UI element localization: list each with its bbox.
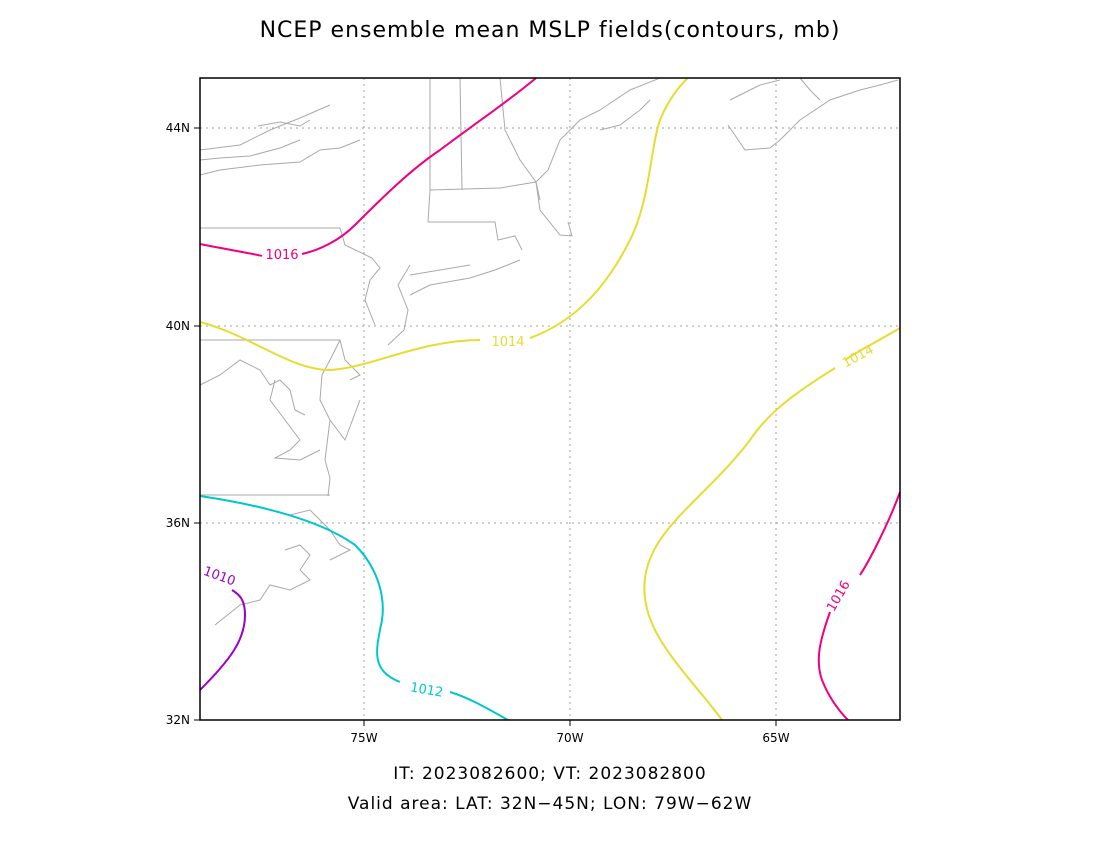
lat-label-40n: 40N: [166, 319, 190, 333]
footer-times: IT: 2023082600; VT: 2023082800: [393, 764, 707, 784]
contour-label-1016-a: 1016: [265, 248, 298, 263]
lon-label-75w: 75W: [350, 731, 377, 745]
gridlines: [200, 78, 900, 720]
axis-ticks: [194, 127, 777, 726]
map-title: NCEP ensemble mean MSLP fields(contours,…: [259, 18, 841, 43]
contour-line-1016-b: [817, 491, 901, 721]
contour-label-1010: 1010: [201, 564, 237, 589]
contour-label-1012: 1012: [409, 680, 444, 701]
coastlines: [199, 77, 899, 626]
contour-line-1010: [199, 589, 247, 691]
contour-1010: 1010: [199, 564, 247, 691]
contour-line-1016-a: [199, 77, 537, 257]
contour-label-1014-a: 1014: [491, 335, 524, 350]
contour-line-1014-b: [643, 327, 901, 721]
lon-label-70w: 70W: [556, 731, 583, 745]
lon-label-65w: 65W: [762, 731, 789, 745]
contour-1016: 1016 1016: [199, 77, 901, 721]
lat-label-32n: 32N: [166, 713, 190, 727]
contour-line-1014-a: [199, 77, 689, 372]
contour-line-1012: [199, 495, 509, 721]
contour-1014: 1014 1014: [199, 77, 901, 721]
contour-1012: 1012: [199, 495, 509, 721]
footer-valid-area: Valid area: LAT: 32N−45N; LON: 79W−62W: [347, 794, 753, 814]
lat-label-36n: 36N: [166, 516, 190, 530]
lat-label-44n: 44N: [166, 121, 190, 135]
map-frame: [199, 77, 901, 721]
contour-label-1016-b: 1016: [824, 578, 854, 614]
contour-label-1014-b: 1014: [840, 343, 876, 372]
